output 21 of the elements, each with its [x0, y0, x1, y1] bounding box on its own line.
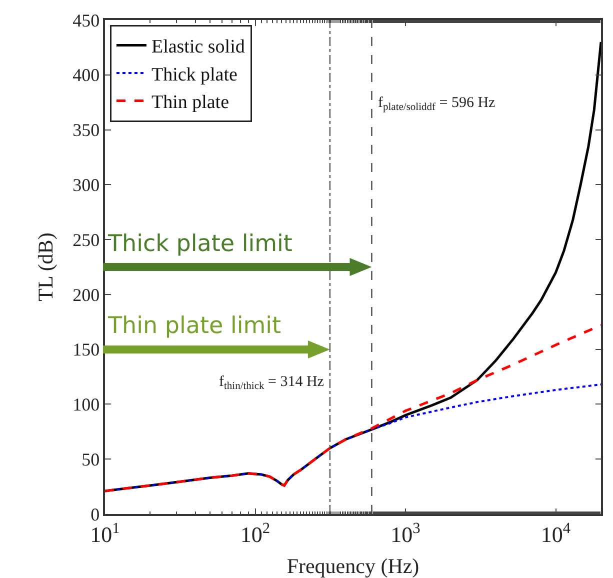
y-tick-label: 450 [72, 10, 100, 30]
y-tick-label: 250 [72, 230, 100, 250]
y-tick-label: 100 [72, 394, 100, 415]
annotation: Thin plate limit [107, 313, 282, 339]
y-tick-label: 400 [72, 65, 100, 86]
ref-line-label: f$_{plate/solid}$$_{df}$ = 596 Hz [378, 95, 496, 114]
legend-label: Thin plate [151, 92, 230, 114]
y-tick-label: 350 [72, 120, 100, 140]
y-tick-label: 200 [72, 284, 100, 305]
y-tick-label: 50 [82, 449, 100, 470]
y-axis-title: TL (dB) [34, 232, 58, 302]
x-axis-title: Frequency (Hz) [286, 554, 420, 578]
annotation: Thick plate limit [107, 231, 292, 257]
y-tick-label: 300 [72, 174, 100, 195]
x-tick-label: 10$^{3}$ [390, 520, 421, 548]
legend-label: Elastic solid [151, 36, 246, 58]
legend-label: Thick plate [151, 64, 238, 86]
ref-line-label: f$_{thin/thick}$ = 314 Hz [219, 374, 324, 392]
x-tick-label: 10$^{2}$ [240, 520, 270, 548]
y-tick-label: 150 [72, 340, 100, 360]
x-tick-label: 10$^{4}$ [540, 520, 571, 548]
